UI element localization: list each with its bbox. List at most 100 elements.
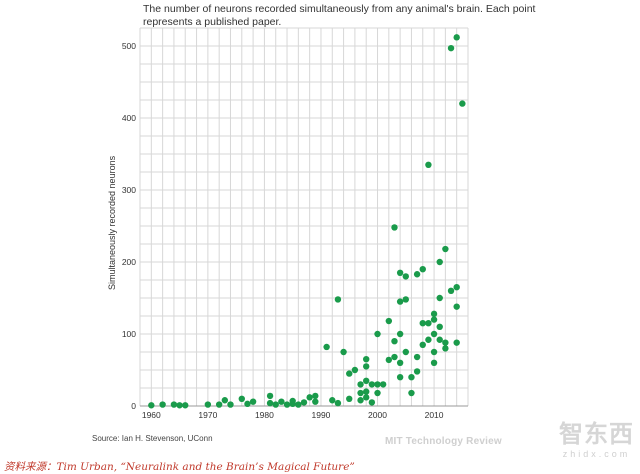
data-point [329,397,336,404]
data-point [453,303,460,310]
data-point [396,359,404,366]
data-point [312,398,319,405]
data-point [204,401,212,408]
data-point [363,388,370,395]
data-point [402,296,409,303]
data-point [374,381,381,388]
data-point [295,401,302,408]
data-point [227,401,234,408]
data-point [436,294,443,302]
data-point [391,338,398,345]
data-point [396,269,404,276]
description-line-1: The number of neurons recorded simultane… [143,3,536,15]
data-point [379,381,387,388]
data-point [363,356,370,363]
source-note: Source: Ian H. Stevenson, UConn [92,434,213,443]
data-point [413,353,421,361]
data-point [453,34,460,41]
x-tick-label: 2000 [368,410,387,420]
data-point [419,320,426,327]
y-tick-label: 100 [122,329,136,339]
data-point [148,402,155,409]
data-point [436,323,443,330]
data-point [402,348,409,356]
data-point [436,336,443,343]
data-point [351,366,359,374]
data-point [374,389,381,397]
brand-logo-text: MIT Technology Review [385,436,502,447]
data-point [170,401,178,408]
description-line-2: represents a published paper. [143,15,282,28]
data-point [419,266,426,273]
data-point [391,353,398,361]
data-point [419,341,426,348]
data-point [442,345,449,352]
data-point [408,374,415,381]
data-point [300,399,308,406]
data-point [244,400,251,408]
data-point [346,370,353,377]
y-tick-label: 500 [122,41,136,51]
data-point [323,343,330,351]
chart-grid [139,27,469,407]
chart-axes: 1960 1970 1980 1990 2000 2010 0 100 200 300 400 500 [122,41,468,420]
data-point [430,330,438,338]
watermark-main: 智东西 [559,420,634,448]
data-point [453,284,460,291]
data-point [413,271,421,278]
chart-points [148,34,466,409]
x-tick-label: 1960 [142,410,161,420]
data-point [340,348,347,356]
data-point [306,394,313,401]
data-point [238,395,245,402]
data-point [357,389,364,397]
y-tick-label: 200 [122,257,136,267]
data-point [266,399,274,407]
y-tick-label: 0 [131,401,136,411]
x-tick-label: 1990 [312,410,331,420]
data-point [430,310,438,318]
data-point [357,397,364,404]
data-point [430,348,438,356]
data-point [459,100,466,107]
data-point [385,356,393,364]
data-point [215,401,223,408]
data-point [374,330,381,338]
y-axis-label: Simultaneously recorded neurons [107,155,117,290]
data-point [442,339,449,346]
caption: 资料来源：Tim Urban, “Neuralink and the Brain… [4,461,355,473]
y-tick-label: 300 [122,185,136,195]
y-tick-label: 400 [122,113,136,123]
data-point [334,296,342,303]
data-point [249,398,257,405]
data-point [453,339,460,346]
data-point [346,395,353,402]
data-point [368,381,376,388]
data-point [396,298,404,305]
chart-description: The number of neurons recorded simultane… [143,3,563,28]
data-point [334,399,342,407]
watermark: 智东西 zhidx.com [559,414,634,459]
data-point [413,368,421,375]
data-point [159,401,166,408]
data-point [272,401,279,408]
data-point [312,392,319,400]
x-tick-label: 2010 [425,410,444,420]
data-point [357,381,364,388]
data-point [396,330,404,338]
data-point [391,224,398,231]
data-point [363,377,370,384]
data-point [430,359,438,366]
data-point [447,287,455,294]
data-point [447,44,455,52]
data-point [363,363,370,370]
data-point [176,402,183,409]
data-point [430,316,438,323]
data-point [396,374,404,381]
data-point [278,398,285,405]
x-tick-label: 1980 [255,410,274,420]
data-point [442,245,449,253]
data-point [385,317,393,325]
data-point [402,273,409,280]
